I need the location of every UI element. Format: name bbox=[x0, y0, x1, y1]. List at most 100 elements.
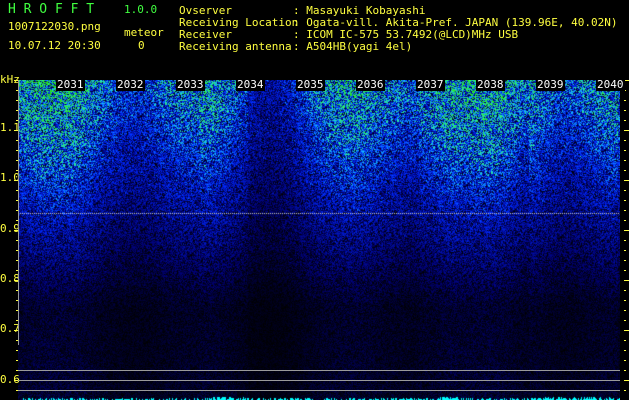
y-tick bbox=[624, 380, 629, 381]
y-tick bbox=[624, 150, 626, 151]
y-tick bbox=[624, 190, 626, 191]
y-tick bbox=[624, 300, 626, 301]
y-tick bbox=[624, 250, 626, 251]
y-tick bbox=[16, 300, 18, 301]
y-tick bbox=[14, 230, 19, 231]
y-tick bbox=[624, 80, 629, 81]
y-unit: kHz bbox=[0, 73, 20, 86]
y-tick bbox=[16, 150, 18, 151]
y-tick bbox=[624, 330, 629, 331]
info-value: : ICOM IC-575 53.7492(@LCD)MHz USB bbox=[293, 28, 519, 41]
y-tick bbox=[16, 160, 18, 161]
y-tick-label: 0.6 bbox=[0, 372, 20, 386]
y-tick bbox=[624, 310, 626, 311]
y-tick bbox=[624, 290, 626, 291]
version: 1.0.0 bbox=[124, 3, 158, 16]
filename: 1007122030.png bbox=[8, 20, 101, 33]
y-tick bbox=[14, 80, 19, 81]
y-tick bbox=[624, 340, 626, 341]
y-tick bbox=[14, 280, 19, 281]
info-label: Receiver bbox=[179, 28, 232, 41]
y-tick bbox=[14, 330, 19, 331]
y-tick bbox=[14, 180, 19, 181]
y-tick bbox=[16, 270, 18, 271]
y-tick bbox=[624, 220, 626, 221]
y-tick bbox=[16, 190, 18, 191]
y-tick bbox=[16, 140, 18, 141]
info-value: : Masayuki Kobayashi bbox=[293, 4, 426, 17]
y-tick bbox=[16, 350, 18, 351]
reference-line bbox=[18, 380, 620, 381]
y-tick-label: 1.0 bbox=[0, 171, 20, 185]
meteor-count: 0 bbox=[138, 39, 145, 52]
y-tick bbox=[16, 90, 18, 91]
y-tick bbox=[624, 140, 626, 141]
y-tick bbox=[624, 280, 629, 281]
time-label: 2036 bbox=[356, 78, 385, 91]
y-tick bbox=[16, 210, 18, 211]
time-label: 2032 bbox=[116, 78, 145, 91]
y-tick bbox=[14, 380, 19, 381]
y-tick bbox=[16, 340, 18, 341]
spectrogram bbox=[18, 80, 620, 400]
y-tick bbox=[14, 130, 19, 131]
y-tick-label: 1.1 bbox=[0, 121, 20, 134]
y-tick bbox=[16, 260, 18, 261]
y-tick bbox=[16, 110, 18, 111]
y-tick bbox=[16, 390, 18, 391]
y-tick bbox=[624, 350, 626, 351]
reference-line bbox=[18, 370, 620, 371]
y-tick bbox=[16, 250, 18, 251]
y-tick bbox=[624, 240, 626, 241]
y-tick bbox=[624, 270, 626, 271]
y-tick bbox=[16, 240, 18, 241]
meteor-label: meteor bbox=[124, 26, 164, 39]
time-label: 2040 bbox=[596, 78, 625, 91]
y-tick bbox=[624, 180, 629, 181]
y-tick bbox=[624, 160, 626, 161]
y-tick bbox=[624, 130, 629, 131]
y-tick bbox=[624, 230, 629, 231]
time-label: 2035 bbox=[296, 78, 325, 91]
y-tick-label: 0.7 bbox=[0, 322, 20, 336]
y-tick bbox=[16, 310, 18, 311]
y-tick bbox=[16, 370, 18, 371]
y-tick bbox=[16, 220, 18, 221]
time-label: 2033 bbox=[176, 78, 205, 91]
y-tick bbox=[16, 170, 18, 171]
info-label: Ovserver bbox=[179, 4, 232, 17]
time-label: 2038 bbox=[476, 78, 505, 91]
axis-line bbox=[18, 80, 19, 345]
y-tick bbox=[624, 170, 626, 171]
time-label: 2031 bbox=[56, 78, 85, 91]
y-tick-label: 0.9 bbox=[0, 221, 20, 235]
info-value: : Ogata-vill. Akita-Pref. JAPAN (139.96E… bbox=[293, 16, 618, 29]
time-label: 2034 bbox=[236, 78, 265, 91]
y-tick bbox=[624, 360, 626, 361]
datetime: 10.07.12 20:30 bbox=[8, 39, 101, 52]
y-tick bbox=[624, 390, 626, 391]
y-tick bbox=[16, 200, 18, 201]
y-tick bbox=[16, 320, 18, 321]
time-label: 2039 bbox=[536, 78, 565, 91]
y-tick bbox=[624, 370, 626, 371]
y-tick bbox=[624, 100, 626, 101]
reference-line bbox=[18, 390, 620, 391]
y-tick bbox=[624, 210, 626, 211]
y-tick bbox=[16, 120, 18, 121]
y-tick bbox=[16, 360, 18, 361]
y-tick-label: 0.8 bbox=[0, 271, 20, 285]
y-tick bbox=[624, 200, 626, 201]
info-label: Receiving antenna bbox=[179, 40, 292, 53]
y-tick bbox=[624, 90, 626, 91]
y-tick bbox=[624, 110, 626, 111]
y-tick bbox=[624, 260, 626, 261]
info-value: : A504HB(yagi 4el) bbox=[293, 40, 413, 53]
y-tick bbox=[624, 120, 626, 121]
y-tick bbox=[16, 290, 18, 291]
info-label: Receiving Location bbox=[179, 16, 299, 29]
time-label: 2037 bbox=[416, 78, 445, 91]
app-name: H R O F F T bbox=[8, 2, 95, 17]
y-tick bbox=[624, 320, 626, 321]
y-tick bbox=[16, 100, 18, 101]
